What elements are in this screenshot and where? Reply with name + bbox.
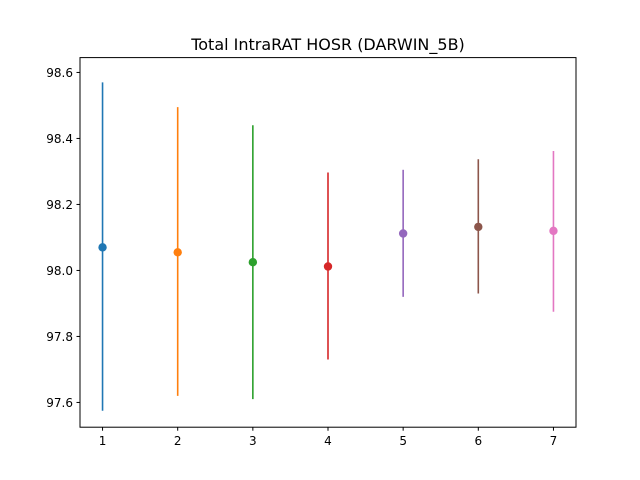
x-tick-label: 5 (399, 434, 407, 448)
y-tick-label: 98.4 (46, 132, 73, 146)
data-point (474, 222, 483, 232)
data-point (323, 262, 333, 271)
y-tick-label: 97.6 (46, 396, 73, 410)
y-tick-label: 98.0 (46, 264, 73, 278)
x-axis: 1 2 3 4 5 6 7 (99, 427, 558, 448)
data-point (248, 258, 258, 267)
plot-area (98, 82, 558, 411)
y-tick-label: 98.2 (46, 198, 73, 212)
data-point (173, 248, 182, 257)
x-tick-label: 3 (249, 434, 257, 448)
y-axis: 97.6 97.8 98.0 98.2 98.4 98.6 (46, 66, 80, 410)
x-tick-label: 7 (550, 434, 558, 448)
y-tick-label: 98.6 (46, 66, 73, 80)
data-point (398, 229, 408, 238)
data-point (549, 226, 558, 236)
x-tick-label: 6 (474, 434, 482, 448)
x-tick-label: 2 (174, 434, 182, 448)
chart-title: Total IntraRAT HOSR (DARWIN_5B) (190, 35, 465, 55)
x-tick-label: 4 (324, 434, 332, 448)
data-point (98, 243, 107, 252)
x-tick-label: 1 (99, 434, 107, 448)
y-tick-label: 97.8 (46, 330, 73, 344)
